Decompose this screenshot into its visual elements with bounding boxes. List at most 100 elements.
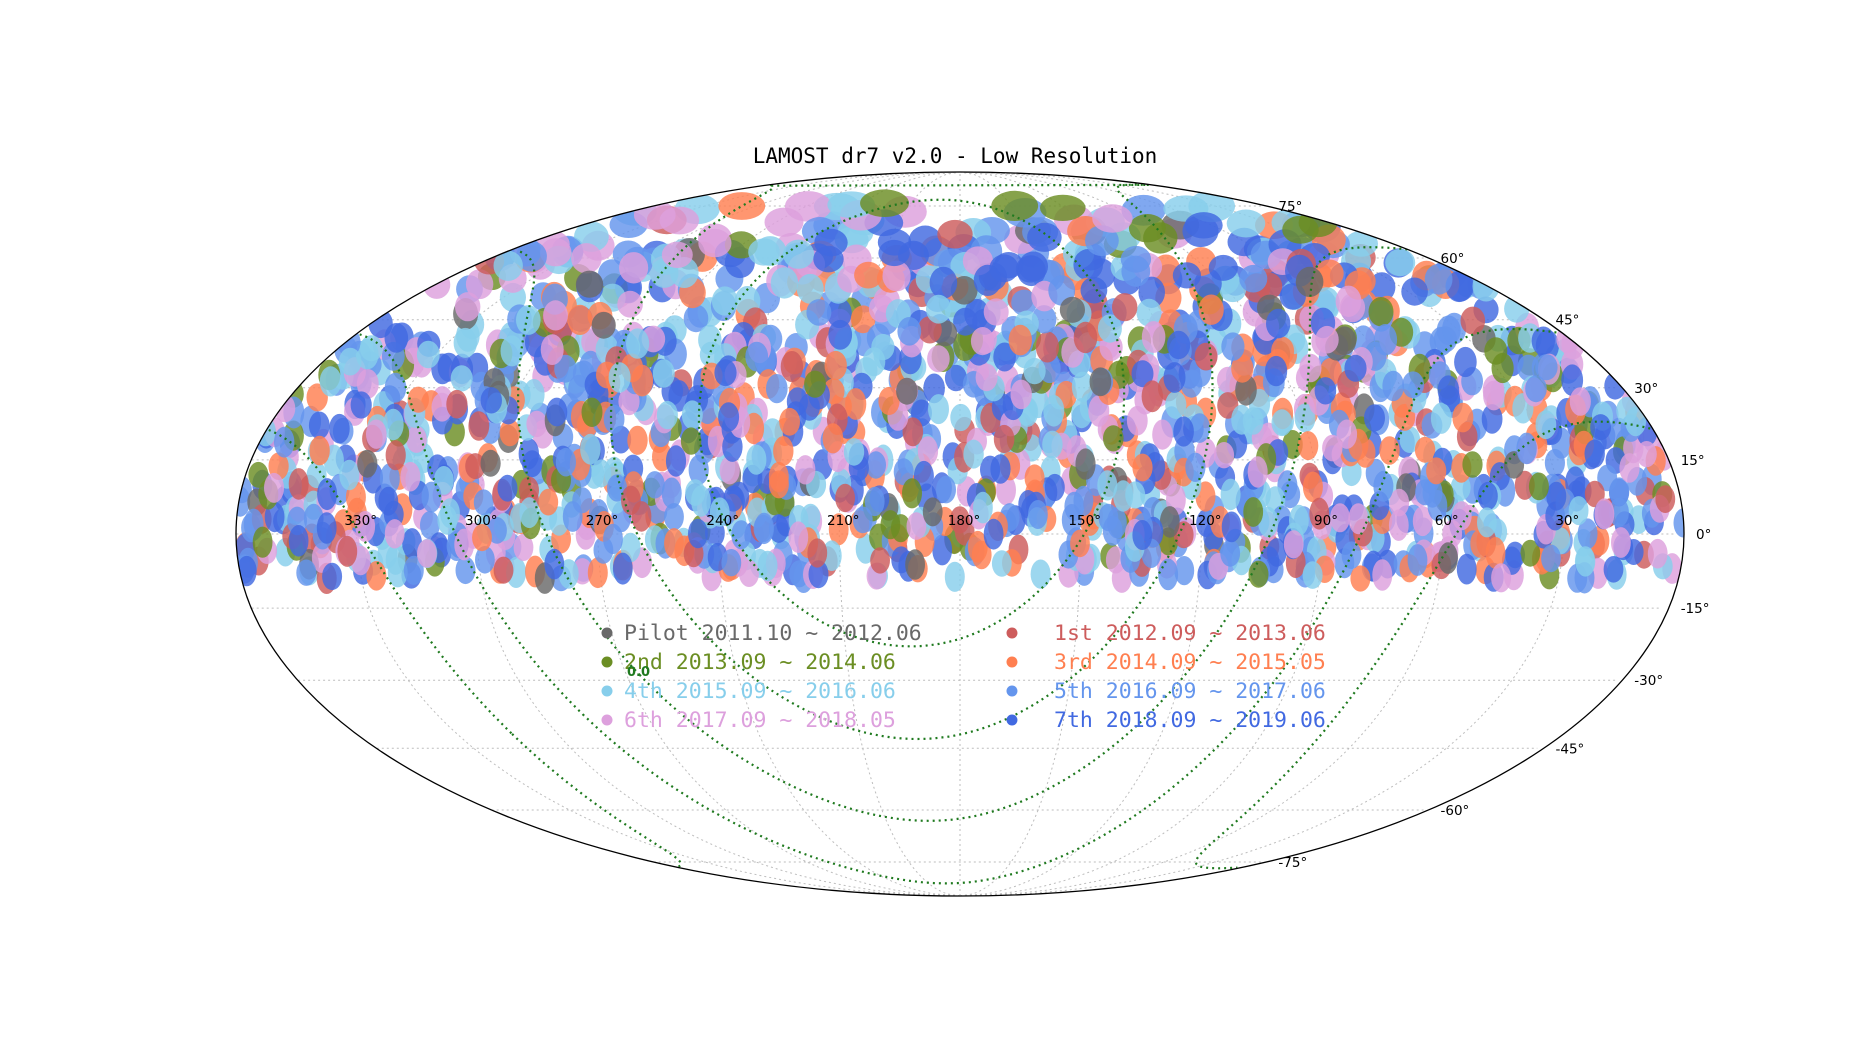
plate-footprint (927, 345, 950, 373)
plate-footprint (567, 304, 593, 335)
plate-footprint (1023, 357, 1046, 385)
plate-footprint (822, 423, 844, 454)
plate-footprint (1520, 539, 1541, 567)
plate-footprint (896, 377, 918, 405)
plate-footprint (1399, 426, 1421, 453)
plate-footprint (993, 342, 1016, 372)
plate-footprint (1516, 432, 1537, 465)
plate-footprint (780, 351, 804, 383)
plate-footprint (824, 350, 847, 381)
plate-footprint (757, 550, 778, 582)
legend-marker (601, 714, 613, 726)
plate-footprint (1528, 472, 1549, 501)
plate-footprint (587, 557, 608, 589)
ra-tick-label: 240° (706, 513, 739, 529)
legend-label: 5th 2016.09 ~ 2017.06 (1054, 679, 1326, 704)
plate-footprint (1173, 416, 1194, 447)
plate-footprint (522, 450, 543, 478)
plate-footprint (493, 556, 514, 584)
plate-footprint (1184, 212, 1223, 239)
plate-footprint (1226, 209, 1266, 238)
plate-footprint (1364, 404, 1385, 432)
plate-footprint (1456, 553, 1477, 585)
plate-footprint (929, 266, 958, 299)
plate-footprint (722, 431, 743, 462)
plate-footprint (1336, 419, 1358, 449)
plate-footprint (1414, 436, 1436, 463)
plate-footprint (1401, 277, 1428, 306)
plate-footprint (1167, 330, 1191, 360)
plate-footprint (1350, 565, 1371, 592)
plate-footprint (828, 513, 849, 546)
plate-footprint (366, 419, 387, 449)
plate-footprint (1071, 398, 1093, 429)
plate-footprint (1604, 372, 1626, 400)
plate-footprint (1299, 353, 1322, 383)
legend-label: 3rd 2014.09 ~ 2015.05 (1054, 650, 1326, 675)
plate-footprint (1271, 409, 1293, 437)
plate-footprint (1071, 371, 1094, 402)
plate-footprint (402, 528, 422, 559)
plate-footprint (1481, 404, 1503, 434)
plate-footprint (1407, 544, 1428, 576)
plate-footprint (1221, 332, 1245, 361)
plate-footprint (656, 400, 678, 430)
plate-footprint (864, 486, 885, 517)
plate-footprint (296, 559, 317, 586)
plate-footprint (1194, 342, 1218, 371)
plate-footprint (581, 397, 603, 427)
legend-label: Pilot 2011.10 ~ 2012.06 (624, 621, 922, 646)
ra-tick-label: 210° (827, 513, 860, 529)
plate-footprint (1174, 556, 1195, 586)
plate-footprint (378, 486, 399, 516)
plate-footprint (937, 219, 973, 249)
plate-footprint (1141, 380, 1164, 413)
dec-tick-label: -75° (1278, 855, 1307, 871)
plate-footprint (902, 478, 922, 509)
plate-footprint (612, 552, 633, 585)
plate-footprint (783, 239, 815, 269)
ra-tick-label: 120° (1189, 513, 1222, 529)
galactic-plane-label: 0.0 (627, 665, 650, 680)
plate-footprint (384, 372, 407, 403)
plate-footprint (288, 525, 309, 557)
plate-footprint (804, 370, 826, 398)
dec-tick-label: 30° (1634, 381, 1658, 397)
plate-footprint (619, 252, 649, 284)
plate-footprint (1158, 558, 1179, 591)
plate-footprint (1120, 245, 1152, 273)
plate-footprint (1472, 270, 1500, 302)
plate-footprint (1348, 503, 1369, 535)
plate-footprint (591, 459, 612, 488)
dec-tick-label: -45° (1556, 741, 1585, 757)
plate-footprint (950, 403, 972, 432)
dec-tick-label: -15° (1681, 601, 1710, 617)
plate-footprint (1531, 326, 1556, 356)
plate-footprint (1089, 367, 1112, 397)
plate-footprint (420, 510, 440, 540)
plate-footprint (768, 461, 789, 493)
plate-footprint (1073, 249, 1103, 281)
legend-marker (1006, 656, 1018, 668)
plate-footprint (1040, 194, 1086, 221)
plate-footprint (1075, 448, 1096, 480)
plate-footprint (1302, 471, 1323, 503)
plate-footprint (1477, 481, 1498, 511)
plate-footprint (766, 374, 788, 404)
plate-footprint (917, 436, 939, 466)
plate-footprint (1092, 204, 1133, 233)
legend-marker (1006, 714, 1018, 726)
plate-footprint (1030, 559, 1051, 589)
plate-footprint (835, 483, 855, 513)
plate-footprint (926, 294, 952, 324)
plate-footprint (983, 298, 1009, 326)
plate-footprint (540, 334, 564, 365)
plate-footprint (688, 518, 708, 549)
plate-footprint (329, 413, 350, 444)
plate-footprint (993, 424, 1015, 454)
plate-footprint (1028, 500, 1048, 529)
plate-footprint (748, 238, 780, 266)
legend-label: 2nd 2013.09 ~ 2014.06 (624, 650, 896, 675)
plate-footprint (862, 347, 886, 377)
